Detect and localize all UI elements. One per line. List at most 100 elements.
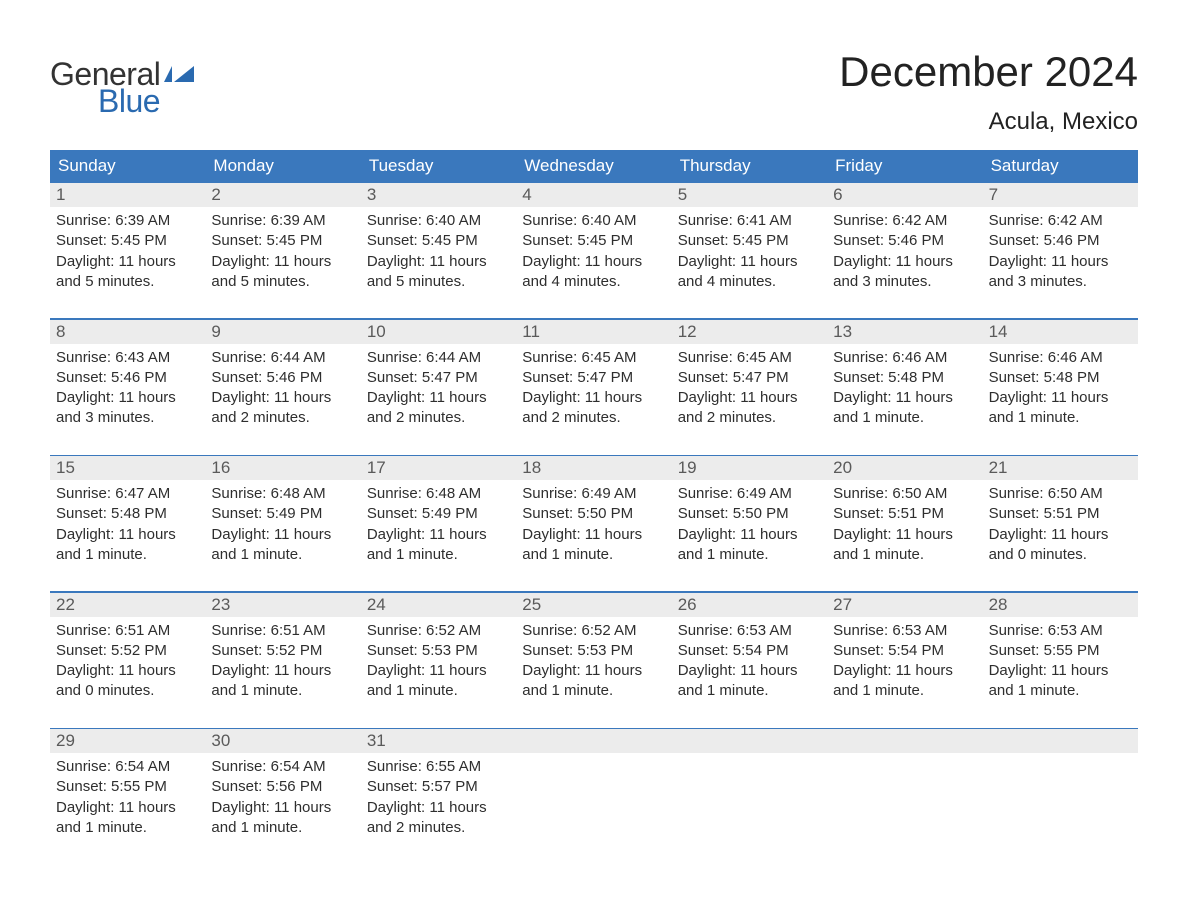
sunset-text: Sunset: 5:48 PM — [989, 368, 1132, 388]
daylight-line2: and 2 minutes. — [522, 408, 665, 428]
sunrise-text: Sunrise: 6:50 AM — [989, 484, 1132, 504]
daylight-line2: and 1 minute. — [989, 408, 1132, 428]
day-number-row: 891011121314 — [50, 320, 1138, 344]
sunrise-text: Sunrise: 6:51 AM — [211, 621, 354, 641]
sunrise-text: Sunrise: 6:53 AM — [833, 621, 976, 641]
daylight-line2: and 1 minute. — [833, 545, 976, 565]
sunrise-text: Sunrise: 6:49 AM — [522, 484, 665, 504]
daylight-line2: and 1 minute. — [56, 545, 199, 565]
week: 22232425262728Sunrise: 6:51 AMSunset: 5:… — [50, 593, 1138, 702]
daylight-line1: Daylight: 11 hours — [678, 525, 821, 545]
daylight-line1: Daylight: 11 hours — [522, 661, 665, 681]
week: 15161718192021Sunrise: 6:47 AMSunset: 5:… — [50, 456, 1138, 565]
day-number: 20 — [827, 456, 982, 480]
sunset-text: Sunset: 5:56 PM — [211, 777, 354, 797]
location-label: Acula, Mexico — [839, 108, 1138, 136]
day-number — [983, 729, 1138, 753]
daylight-line1: Daylight: 11 hours — [989, 661, 1132, 681]
sunset-text: Sunset: 5:45 PM — [522, 231, 665, 251]
day-number: 5 — [672, 183, 827, 207]
day-body-row: Sunrise: 6:39 AMSunset: 5:45 PMDaylight:… — [50, 207, 1138, 292]
day-cell: Sunrise: 6:53 AMSunset: 5:54 PMDaylight:… — [672, 617, 827, 702]
daylight-line1: Daylight: 11 hours — [211, 525, 354, 545]
daylight-line1: Daylight: 11 hours — [833, 525, 976, 545]
daylight-line1: Daylight: 11 hours — [522, 525, 665, 545]
day-cell: Sunrise: 6:39 AMSunset: 5:45 PMDaylight:… — [205, 207, 360, 292]
day-label: Wednesday — [516, 150, 671, 183]
day-number: 21 — [983, 456, 1138, 480]
day-number: 8 — [50, 320, 205, 344]
day-number: 31 — [361, 729, 516, 753]
sunrise-text: Sunrise: 6:48 AM — [211, 484, 354, 504]
daylight-line2: and 5 minutes. — [367, 272, 510, 292]
sunrise-text: Sunrise: 6:50 AM — [833, 484, 976, 504]
sunset-text: Sunset: 5:45 PM — [211, 231, 354, 251]
daylight-line2: and 1 minute. — [367, 545, 510, 565]
sunset-text: Sunset: 5:45 PM — [678, 231, 821, 251]
daylight-line2: and 3 minutes. — [833, 272, 976, 292]
day-number-row: 15161718192021 — [50, 456, 1138, 480]
daylight-line2: and 2 minutes. — [367, 408, 510, 428]
daylight-line2: and 1 minute. — [833, 408, 976, 428]
day-cell — [827, 753, 982, 838]
daylight-line2: and 1 minute. — [367, 681, 510, 701]
sunrise-text: Sunrise: 6:40 AM — [522, 211, 665, 231]
day-cell: Sunrise: 6:47 AMSunset: 5:48 PMDaylight:… — [50, 480, 205, 565]
daylight-line2: and 1 minute. — [211, 681, 354, 701]
sunset-text: Sunset: 5:51 PM — [833, 504, 976, 524]
day-cell: Sunrise: 6:40 AMSunset: 5:45 PMDaylight:… — [516, 207, 671, 292]
daylight-line2: and 1 minute. — [56, 818, 199, 838]
day-number: 16 — [205, 456, 360, 480]
day-label: Tuesday — [361, 150, 516, 183]
day-number: 24 — [361, 593, 516, 617]
day-number-row: 22232425262728 — [50, 593, 1138, 617]
day-cell: Sunrise: 6:49 AMSunset: 5:50 PMDaylight:… — [516, 480, 671, 565]
daylight-line2: and 3 minutes. — [56, 408, 199, 428]
day-cell: Sunrise: 6:50 AMSunset: 5:51 PMDaylight:… — [983, 480, 1138, 565]
day-cell: Sunrise: 6:50 AMSunset: 5:51 PMDaylight:… — [827, 480, 982, 565]
sunset-text: Sunset: 5:52 PM — [56, 641, 199, 661]
sunrise-text: Sunrise: 6:55 AM — [367, 757, 510, 777]
day-number: 10 — [361, 320, 516, 344]
day-label: Sunday — [50, 150, 205, 183]
day-cell: Sunrise: 6:49 AMSunset: 5:50 PMDaylight:… — [672, 480, 827, 565]
title-block: December 2024 Acula, Mexico — [839, 48, 1138, 136]
sunrise-text: Sunrise: 6:48 AM — [367, 484, 510, 504]
daylight-line1: Daylight: 11 hours — [367, 661, 510, 681]
daylight-line2: and 3 minutes. — [989, 272, 1132, 292]
daylight-line1: Daylight: 11 hours — [833, 661, 976, 681]
header: General Blue December 2024 Acula, Mexico — [50, 48, 1138, 136]
day-number: 28 — [983, 593, 1138, 617]
daylight-line1: Daylight: 11 hours — [56, 661, 199, 681]
sunset-text: Sunset: 5:57 PM — [367, 777, 510, 797]
day-number: 9 — [205, 320, 360, 344]
sunrise-text: Sunrise: 6:45 AM — [522, 348, 665, 368]
daylight-line1: Daylight: 11 hours — [678, 661, 821, 681]
day-cell: Sunrise: 6:53 AMSunset: 5:54 PMDaylight:… — [827, 617, 982, 702]
day-cell: Sunrise: 6:45 AMSunset: 5:47 PMDaylight:… — [672, 344, 827, 429]
sunrise-text: Sunrise: 6:42 AM — [989, 211, 1132, 231]
daylight-line2: and 2 minutes. — [211, 408, 354, 428]
daylight-line1: Daylight: 11 hours — [367, 388, 510, 408]
day-number: 4 — [516, 183, 671, 207]
daylight-line1: Daylight: 11 hours — [211, 388, 354, 408]
daylight-line2: and 1 minute. — [678, 681, 821, 701]
daylight-line2: and 4 minutes. — [678, 272, 821, 292]
sunset-text: Sunset: 5:49 PM — [211, 504, 354, 524]
daylight-line2: and 1 minute. — [833, 681, 976, 701]
daylight-line1: Daylight: 11 hours — [367, 525, 510, 545]
sunset-text: Sunset: 5:48 PM — [833, 368, 976, 388]
sunset-text: Sunset: 5:55 PM — [56, 777, 199, 797]
day-label: Saturday — [983, 150, 1138, 183]
calendar-header-row: SundayMondayTuesdayWednesdayThursdayFrid… — [50, 150, 1138, 183]
sunset-text: Sunset: 5:54 PM — [833, 641, 976, 661]
sunrise-text: Sunrise: 6:39 AM — [56, 211, 199, 231]
sunset-text: Sunset: 5:55 PM — [989, 641, 1132, 661]
day-cell: Sunrise: 6:51 AMSunset: 5:52 PMDaylight:… — [50, 617, 205, 702]
day-number: 1 — [50, 183, 205, 207]
day-number: 23 — [205, 593, 360, 617]
sunrise-text: Sunrise: 6:43 AM — [56, 348, 199, 368]
week: 1234567Sunrise: 6:39 AMSunset: 5:45 PMDa… — [50, 183, 1138, 292]
sunset-text: Sunset: 5:48 PM — [56, 504, 199, 524]
daylight-line2: and 2 minutes. — [367, 818, 510, 838]
